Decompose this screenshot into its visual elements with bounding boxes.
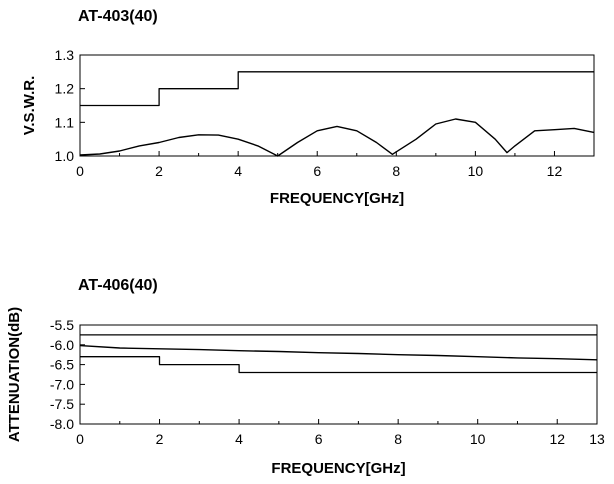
chart1-y-tick-label: 1.0: [55, 148, 75, 164]
chart2-title: AT-406(40): [78, 277, 158, 294]
chart2-plot-frame: [79, 324, 598, 425]
chart2-lower-limit-line: [80, 356, 597, 374]
chart2-y-axis-label: ATTENUATION(dB): [6, 307, 23, 442]
chart1-y-axis-label: V.S.W.R.: [21, 76, 38, 135]
chart1-y-tick-label: 1.1: [55, 114, 75, 130]
chart2-x-tick-label: 13: [589, 431, 605, 447]
chart1-limit-line: [80, 71, 594, 107]
chart1-x-tick-label: 12: [547, 163, 563, 179]
chart2-x-axis-label: FREQUENCY[GHz]: [271, 460, 405, 477]
chart2-x-tick-label: 8: [394, 431, 402, 447]
chart2-y-tick-label: -6.0: [50, 337, 74, 353]
chart2-measured-line: [79, 344, 598, 361]
chart1-y-tick-label: 1.3: [55, 47, 75, 63]
chart2-y-tick-label: -8.0: [50, 416, 74, 432]
chart2-x-tick-label: 6: [315, 431, 323, 447]
chart1-x-tick-label: 4: [234, 163, 242, 179]
chart1-x-tick-label: 2: [155, 163, 163, 179]
chart2-y-tick-label: -7.5: [50, 396, 74, 412]
chart2-x-tick-label: 4: [235, 431, 243, 447]
chart2-y-tick-label: -6.5: [50, 357, 74, 373]
chart2-x-tick-label: 10: [470, 431, 486, 447]
chart2-y-tick-label: -7.0: [50, 376, 74, 392]
chart1-x-tick-label: 0: [76, 163, 84, 179]
chart1-x-tick-label: 10: [468, 163, 484, 179]
chart2-x-tick-label: 12: [549, 431, 565, 447]
chart1-x-axis-label: FREQUENCY[GHz]: [270, 190, 404, 207]
chart1-y-tick-label: 1.2: [55, 81, 75, 97]
chart1-measured-line: [79, 118, 595, 157]
chart1-x-tick-label: 8: [392, 163, 400, 179]
chart2-x-tick-label: 0: [76, 431, 84, 447]
chart2-y-tick-label: -5.5: [50, 317, 74, 333]
chart1-title: AT-403(40): [78, 8, 158, 25]
chart2-x-tick-label: 2: [156, 431, 164, 447]
chart1-x-tick-label: 6: [313, 163, 321, 179]
